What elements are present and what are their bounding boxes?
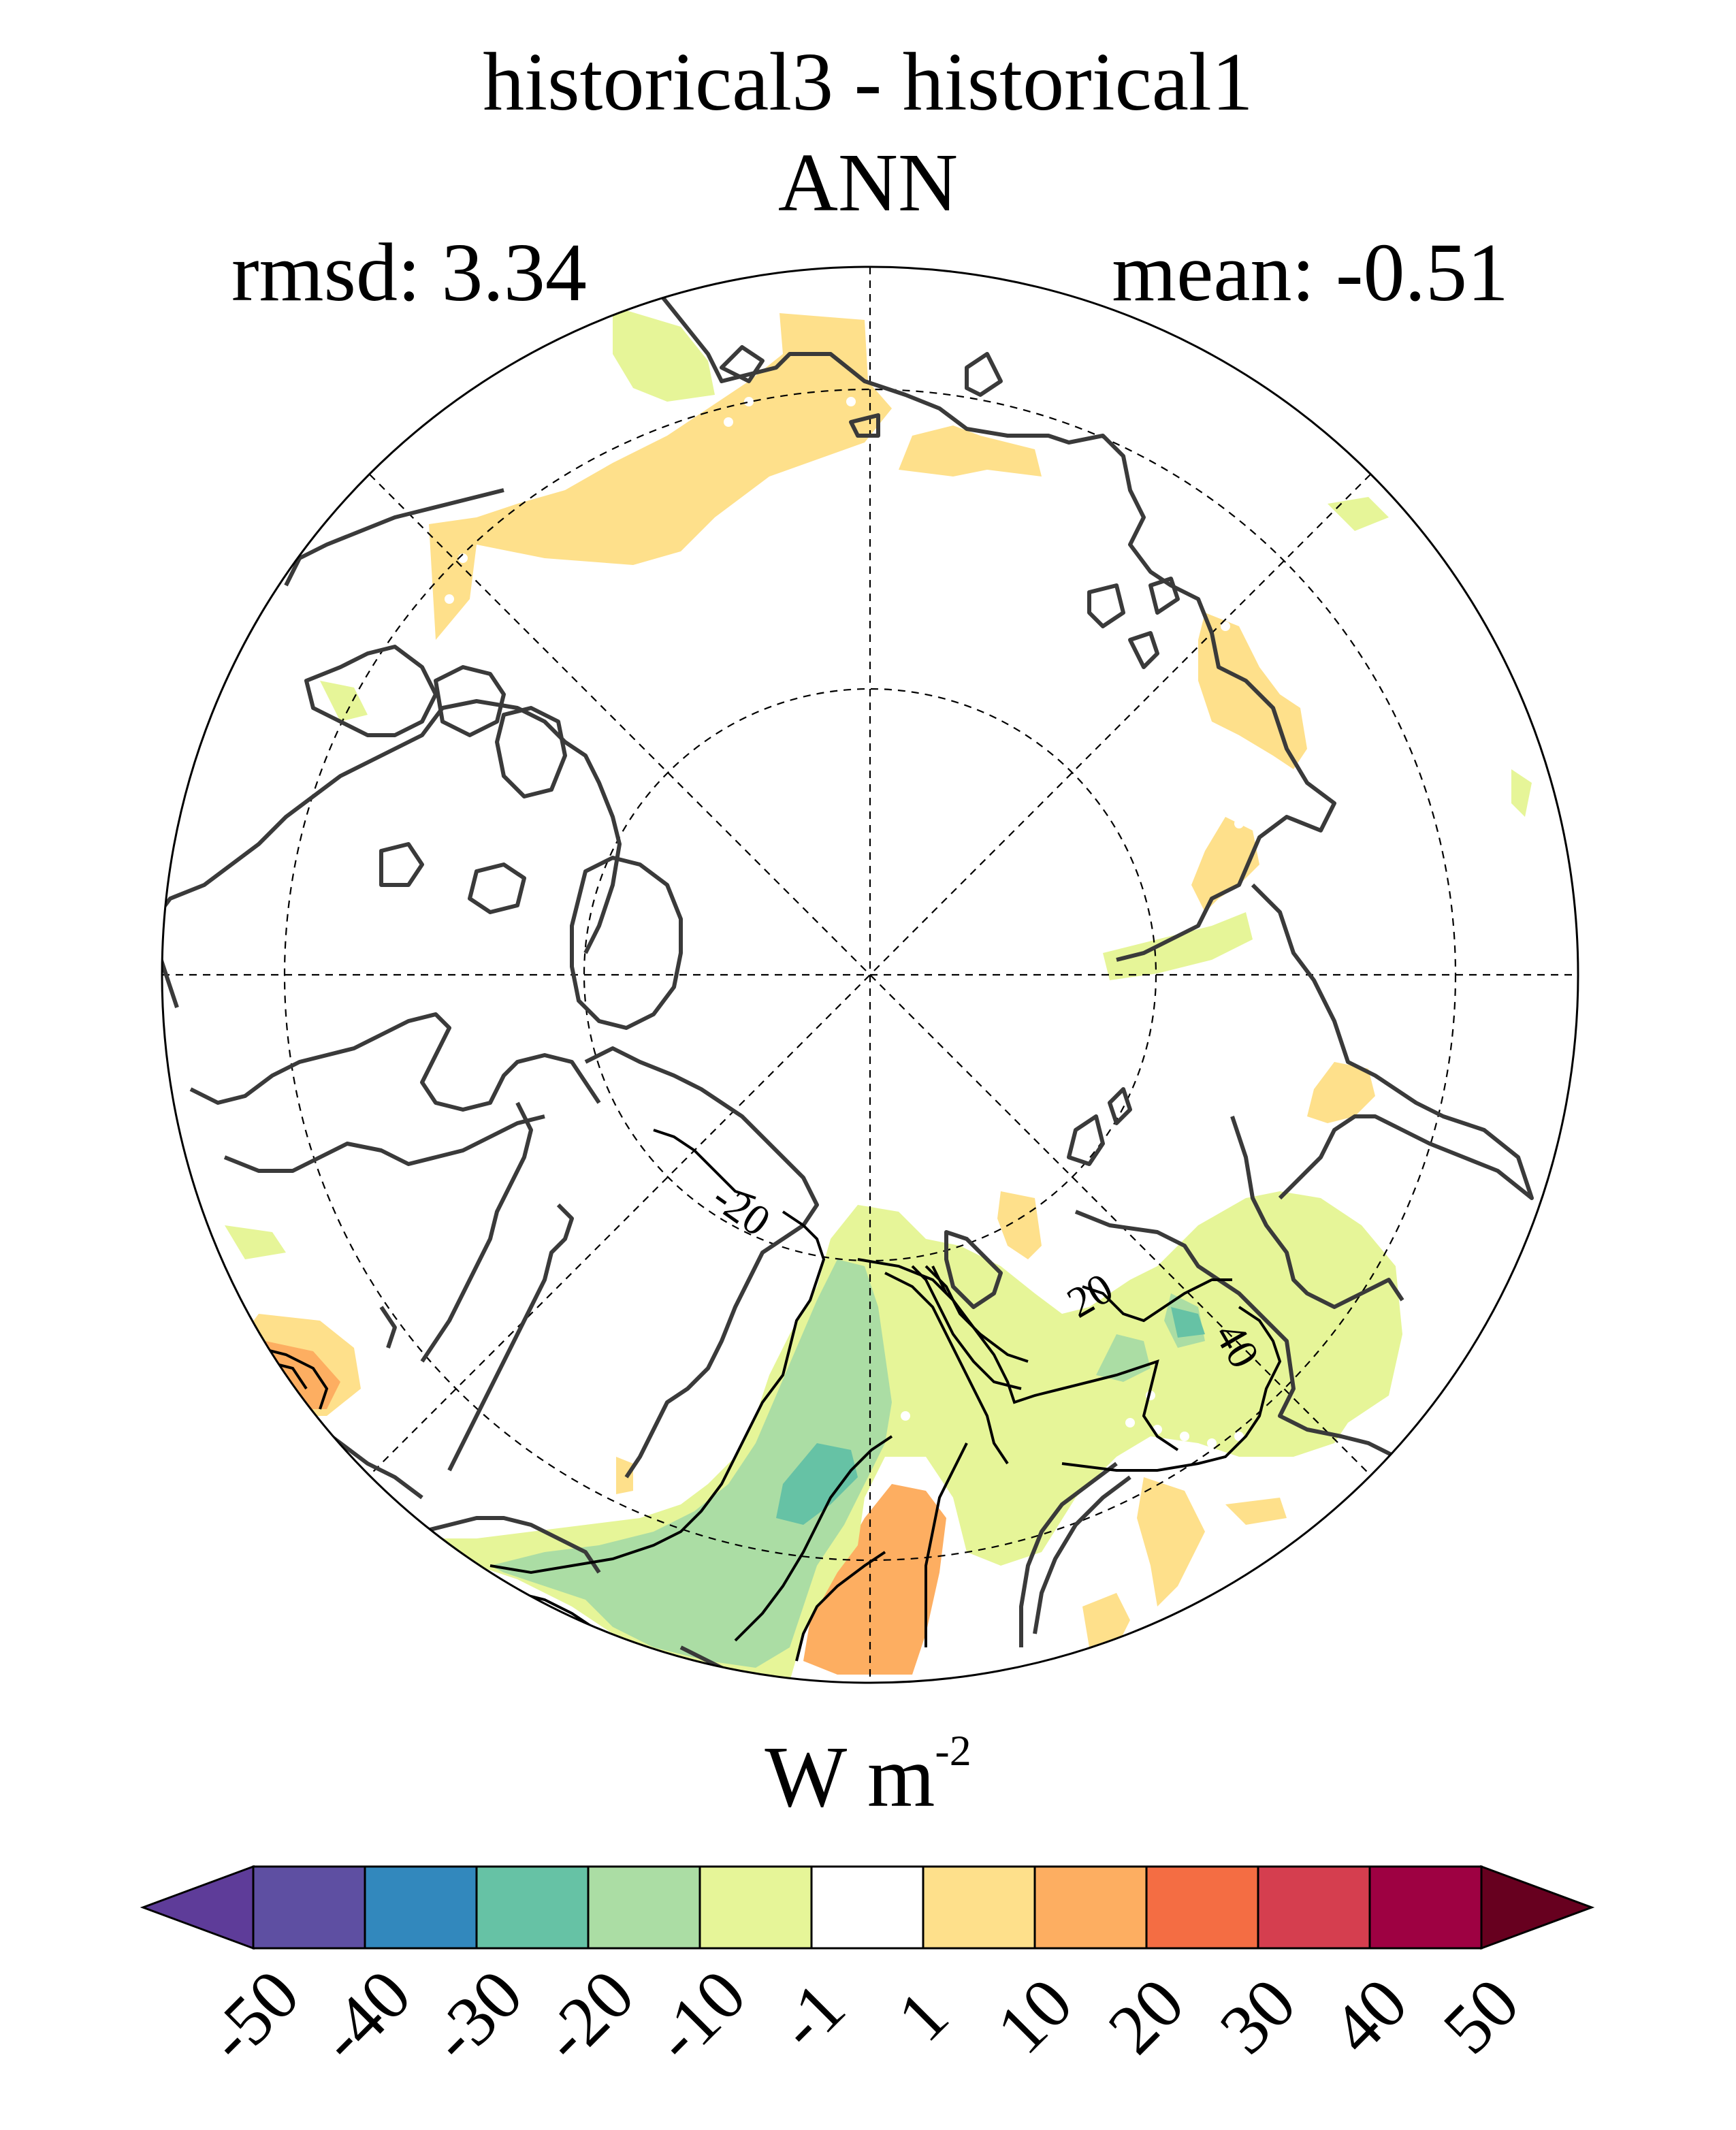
colorbar-cell [810, 1865, 925, 1950]
colorbar-cell [922, 1865, 1036, 1950]
colorbar-cell [587, 1865, 701, 1950]
colorbar-cell [252, 1865, 366, 1950]
map-title: historical3 - historical1 [483, 36, 1253, 128]
significance-stippling [445, 397, 1244, 1618]
colorbar-cell [1368, 1865, 1483, 1950]
colorbar-arrow-high [1480, 1865, 1595, 1950]
colorbar-cell [364, 1865, 478, 1950]
colorbar-cell [698, 1865, 813, 1950]
graticule [162, 267, 1578, 1683]
colorbar-cell [475, 1865, 590, 1950]
contour-label-minus-20: -20 [704, 1172, 779, 1245]
rmsd-stat: rmsd: 3.34 [231, 227, 587, 319]
colorbar-arrow-low [140, 1865, 255, 1950]
colorbar-cell [1257, 1865, 1371, 1950]
colorbar-cell [1033, 1865, 1148, 1950]
colorbar [140, 1865, 1595, 1950]
anomaly-field-negative-strong [776, 1307, 1205, 1525]
mean-stat: mean: -0.51 [1112, 227, 1509, 319]
colorbar-cell [1145, 1865, 1259, 1950]
map-subtitle: ANN [777, 137, 959, 229]
map-boundary [161, 265, 1579, 1684]
colorbar-units: W m-2 [765, 1726, 971, 1825]
